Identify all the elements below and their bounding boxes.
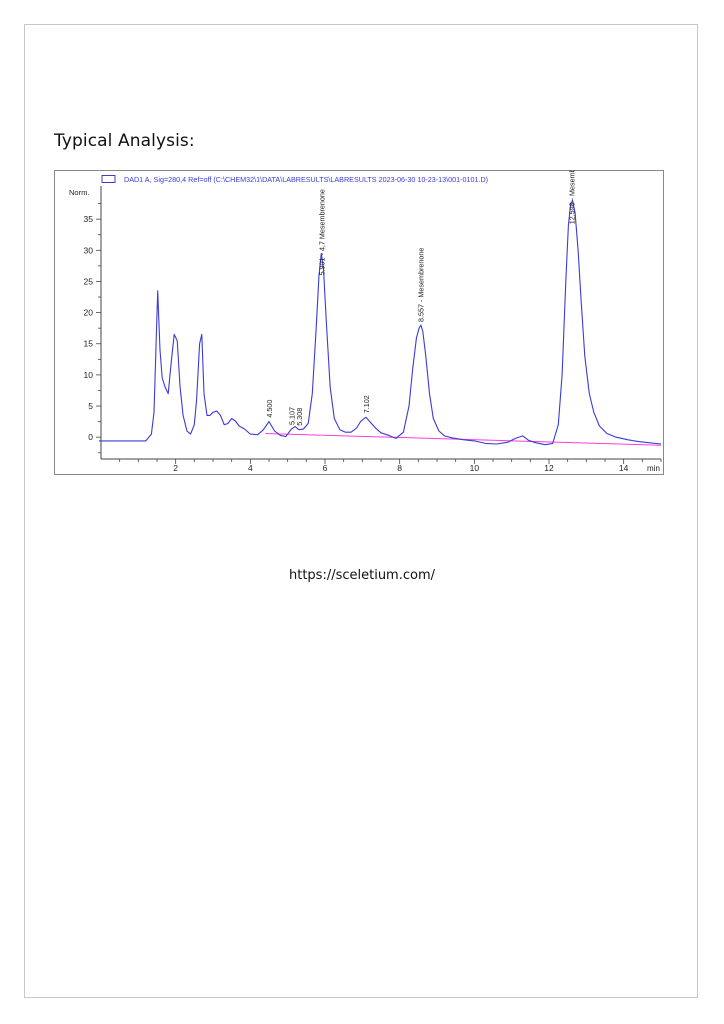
axes: 0 5 10 15 20 25 30 35 2 4 6 8 10 12 14	[84, 186, 662, 473]
peak-label: 7.102	[362, 395, 371, 413]
y-tick-label: 15	[84, 339, 94, 349]
page-frame	[24, 24, 698, 998]
chromatogram-svg: DAD1 A, Sig=280,4 Ref=off (C:\CHEM32\1\D…	[54, 156, 664, 475]
x-tick-label: 6	[323, 463, 328, 473]
page-heading: Typical Analysis:	[54, 131, 195, 151]
x-axis-label: min	[647, 464, 660, 473]
x-tick-label: 14	[619, 463, 629, 473]
peak-label: 12.598 - Mesembrine	[567, 170, 576, 224]
y-tick-label: 20	[84, 308, 94, 318]
legend-swatch	[101, 175, 116, 183]
peak-label: 4.500	[265, 400, 274, 418]
y-tick-label: 30	[84, 245, 94, 255]
legend-label: DAD1 A, Sig=280,4 Ref=off (C:\CHEM32\1\D…	[124, 175, 488, 184]
y-tick-label: 35	[84, 214, 94, 224]
chromatogram-chart: DAD1 A, Sig=280,4 Ref=off (C:\CHEM32\1\D…	[54, 156, 664, 475]
peak-label: 5.308	[295, 408, 304, 426]
y-axis-label: Norm.	[69, 188, 89, 197]
signal-trace	[99, 199, 662, 446]
y-tick-label: 10	[84, 370, 94, 380]
x-tick-label: 8	[397, 463, 402, 473]
peak-label: 5.107	[288, 407, 297, 425]
y-tick-label: 0	[88, 432, 93, 442]
plot-area	[99, 199, 662, 446]
y-tick-label: 25	[84, 276, 94, 286]
chart-frame	[54, 170, 664, 475]
y-tick-label: 5	[88, 401, 93, 411]
peak-label: 8.557 - Mesembrenone	[416, 248, 425, 322]
peak-label: 5.901 - 4,7 Mesembrenone	[317, 189, 326, 275]
x-tick-label: 10	[470, 463, 480, 473]
x-tick-label: 4	[248, 463, 253, 473]
x-tick-label: 12	[544, 463, 554, 473]
x-tick-label: 2	[173, 463, 178, 473]
footer-link[interactable]: https://sceletium.com/	[288, 568, 435, 583]
